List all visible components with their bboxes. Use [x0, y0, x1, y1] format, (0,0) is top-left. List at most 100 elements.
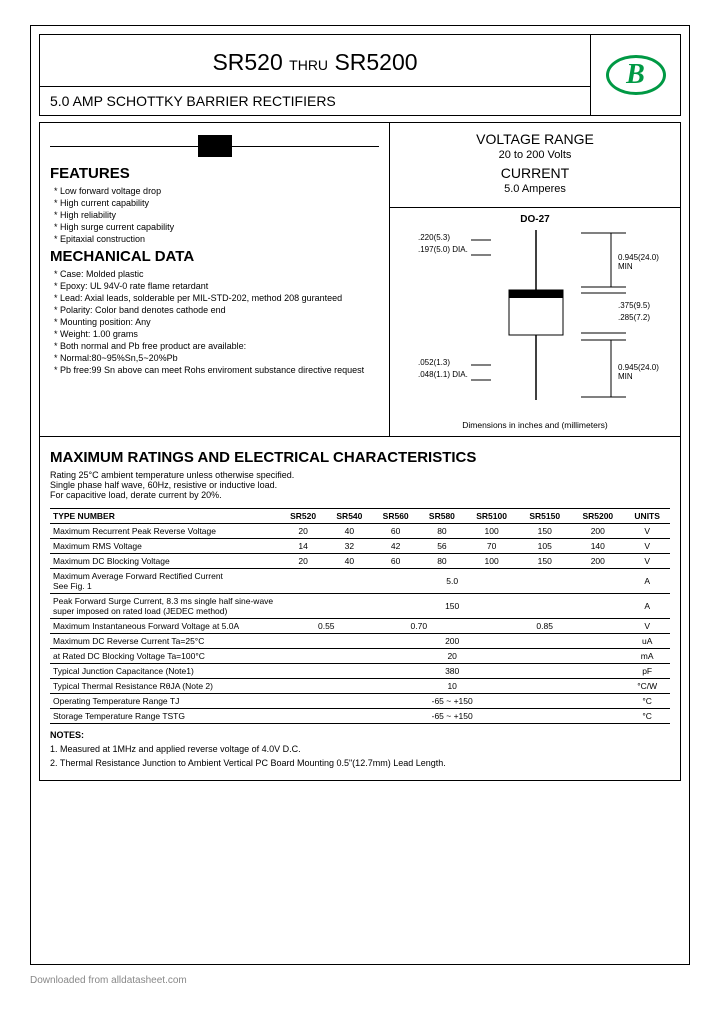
voltage-range-label: VOLTAGE RANGE [390, 131, 680, 147]
mech-item: Weight: 1.00 grams [54, 329, 379, 339]
spec-row: Storage Temperature Range TSTG-65 ~ +150… [50, 709, 670, 724]
spec-cell: 5.0 [280, 569, 624, 594]
mechanical-list: Case: Molded plastic Epoxy: UL 94V-0 rat… [50, 269, 379, 375]
spec-cell: 100 [465, 524, 518, 539]
spec-cell: 150 [518, 554, 571, 569]
spec-cell: 60 [373, 524, 419, 539]
dim-w1: .052(1.3) [418, 358, 450, 367]
spec-cell: -65 ~ +150 [280, 709, 624, 724]
notes-section: NOTES: 1. Measured at 1MHz and applied r… [50, 730, 670, 768]
logo-cell: B [590, 35, 680, 115]
mech-item: Pb free:99 Sn above can meet Rohs enviro… [54, 365, 379, 375]
spec-cell: 80 [419, 554, 465, 569]
voltage-range-value: 20 to 200 Volts [390, 149, 680, 161]
spec-row: Maximum DC Reverse Current Ta=25°C200uA [50, 634, 670, 649]
header-title-area: SR520 THRU SR5200 5.0 AMP SCHOTTKY BARRI… [40, 35, 590, 115]
content-box: FEATURES Low forward voltage drop High c… [39, 122, 681, 781]
spec-row: at Rated DC Blocking Voltage Ta=100°C20m… [50, 649, 670, 664]
company-logo-icon: B [606, 55, 666, 95]
mech-item: Both normal and Pb free product are avai… [54, 341, 379, 351]
mech-item: Normal:80~95%Sn,5~20%Pb [54, 353, 379, 363]
spec-cell: 70 [465, 539, 518, 554]
feature-item: Low forward voltage drop [54, 186, 379, 196]
spec-cell: 40 [326, 524, 372, 539]
spec-cell: 105 [518, 539, 571, 554]
spec-cell: 40 [326, 554, 372, 569]
spec-cell: 32 [326, 539, 372, 554]
mech-item: Lead: Axial leads, solderable per MIL-ST… [54, 293, 379, 303]
spec-cell: 10 [280, 679, 624, 694]
spec-label: Maximum DC Reverse Current Ta=25°C [50, 634, 280, 649]
spec-row: Typical Thermal Resistance RθJA (Note 2)… [50, 679, 670, 694]
spec-unit: V [624, 524, 670, 539]
dim-w2: .048(1.1) DIA. [418, 370, 468, 379]
ratings-heading: MAXIMUM RATINGS AND ELECTRICAL CHARACTER… [50, 449, 670, 466]
package-drawing-icon: .220(5.3) .197(5.0) DIA. 0.945(24.0) MIN… [396, 225, 674, 420]
header-box: SR520 THRU SR5200 5.0 AMP SCHOTTKY BARRI… [39, 34, 681, 116]
spec-row: Typical Junction Capacitance (Note1)380p… [50, 664, 670, 679]
features-heading: FEATURES [50, 165, 379, 182]
package-diagram: DO-27 [390, 208, 680, 436]
spec-cell: 200 [280, 634, 624, 649]
spec-unit: A [624, 569, 670, 594]
spec-table: TYPE NUMBER SR520 SR540 SR560 SR580 SR51… [50, 508, 670, 724]
spec-unit: °C [624, 709, 670, 724]
feature-item: High surge current capability [54, 222, 379, 232]
spec-cell: 20 [280, 554, 326, 569]
dim-l1: 0.945(24.0) MIN [618, 253, 674, 271]
current-value: 5.0 Amperes [390, 183, 680, 195]
spec-cell: -65 ~ +150 [280, 694, 624, 709]
features-list: Low forward voltage drop High current ca… [50, 186, 379, 244]
mechanical-heading: MECHANICAL DATA [50, 248, 379, 265]
spec-label: Maximum RMS Voltage [50, 539, 280, 554]
spec-cell: 150 [518, 524, 571, 539]
spec-row: Maximum Instantaneous Forward Voltage at… [50, 619, 670, 634]
col-sr5200: SR5200 [571, 509, 624, 524]
spec-label: Storage Temperature Range TSTG [50, 709, 280, 724]
spec-unit: mA [624, 649, 670, 664]
dim-l2: 0.945(24.0) MIN [618, 363, 674, 381]
spec-cell: 80 [419, 524, 465, 539]
dim-b2: .285(7.2) [618, 313, 650, 322]
title-row: SR520 THRU SR5200 [40, 35, 590, 86]
current-label: CURRENT [390, 165, 680, 181]
spec-row: Maximum DC Blocking Voltage2040608010015… [50, 554, 670, 569]
spec-unit: °C [624, 694, 670, 709]
note-item: 1. Measured at 1MHz and applied reverse … [50, 744, 670, 754]
spec-unit: A [624, 594, 670, 619]
dim-b1: .375(9.5) [618, 301, 650, 310]
ratings-section: MAXIMUM RATINGS AND ELECTRICAL CHARACTER… [40, 437, 680, 780]
spec-cell: 140 [571, 539, 624, 554]
spec-unit: V [624, 619, 670, 634]
dim-d1: .220(5.3) [418, 233, 450, 242]
spec-header-row: TYPE NUMBER SR520 SR540 SR560 SR580 SR51… [50, 509, 670, 524]
spec-cell: 100 [465, 554, 518, 569]
spec-cell: 380 [280, 664, 624, 679]
spec-label: Maximum Instantaneous Forward Voltage at… [50, 619, 280, 634]
subtitle: 5.0 AMP SCHOTTKY BARRIER RECTIFIERS [40, 86, 590, 115]
col-sr520: SR520 [280, 509, 326, 524]
note-item: 2. Thermal Resistance Junction to Ambien… [50, 758, 670, 768]
spec-cell: 60 [373, 554, 419, 569]
spec-row: Maximum Recurrent Peak Reverse Voltage20… [50, 524, 670, 539]
col-sr560: SR560 [373, 509, 419, 524]
package-caption: Dimensions in inches and (millimeters) [396, 420, 674, 430]
upper-row: FEATURES Low forward voltage drop High c… [40, 123, 680, 437]
spec-row: Maximum Average Forward Rectified Curren… [50, 569, 670, 594]
mech-item: Epoxy: UL 94V-0 rate flame retardant [54, 281, 379, 291]
spec-label: at Rated DC Blocking Voltage Ta=100°C [50, 649, 280, 664]
spec-cell: 200 [571, 554, 624, 569]
col-sr5150: SR5150 [518, 509, 571, 524]
spec-cell: 0.55 [280, 619, 373, 634]
voltage-current-box: VOLTAGE RANGE 20 to 200 Volts CURRENT 5.… [390, 123, 680, 208]
col-sr580: SR580 [419, 509, 465, 524]
spec-row: Operating Temperature Range TJ-65 ~ +150… [50, 694, 670, 709]
col-sr540: SR540 [326, 509, 372, 524]
left-column: FEATURES Low forward voltage drop High c… [40, 123, 390, 436]
part-from: SR520 [212, 49, 282, 75]
mech-item: Case: Molded plastic [54, 269, 379, 279]
spec-label: Maximum Average Forward Rectified Curren… [50, 569, 280, 594]
spec-unit: uA [624, 634, 670, 649]
spec-cell: 0.70 [373, 619, 466, 634]
spec-unit: pF [624, 664, 670, 679]
